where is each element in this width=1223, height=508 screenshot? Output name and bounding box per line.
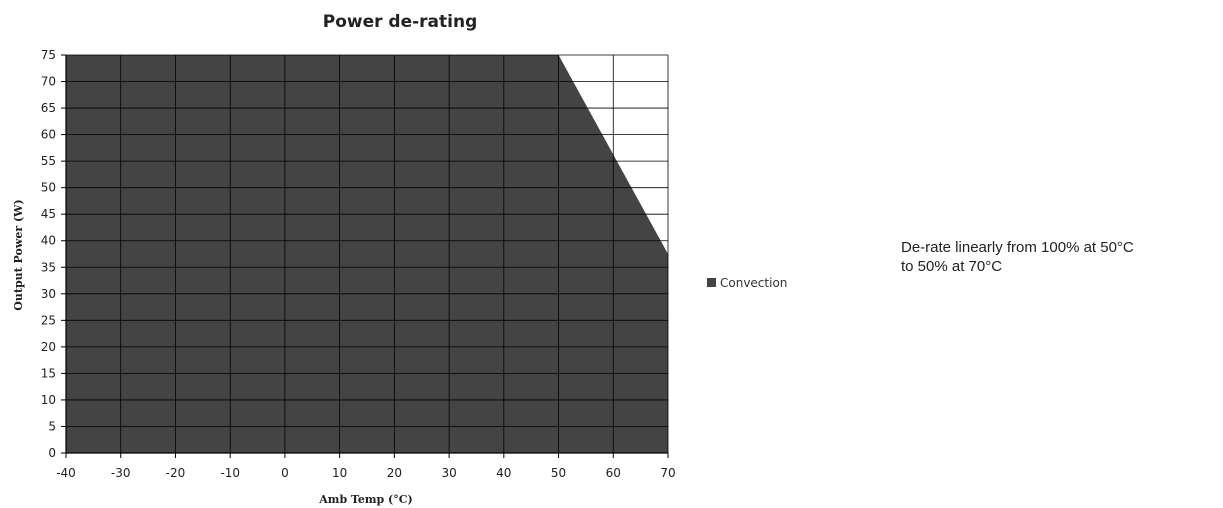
y-tick-label: 25 [41, 313, 56, 327]
y-tick-label: 5 [48, 419, 56, 433]
y-tick-label: 30 [41, 287, 56, 301]
y-tick-label: 70 [41, 75, 56, 89]
legend-label-convection: Convection [720, 276, 787, 290]
x-tick-label: 10 [332, 466, 347, 480]
x-tick-label: -40 [56, 466, 76, 480]
x-axis-ticks: -40 -30 -20 -10 0 10 20 30 40 50 60 70 [56, 453, 676, 480]
y-tick-label: 15 [41, 366, 56, 380]
x-tick-label: 20 [387, 466, 402, 480]
y-tick-label: 0 [48, 446, 56, 460]
y-tick-label: 40 [41, 234, 56, 248]
chart-title: Power de-rating [323, 12, 478, 32]
y-tick-label: 45 [41, 207, 56, 221]
area-convection [66, 55, 668, 453]
x-tick-label: 70 [660, 466, 675, 480]
y-axis-ticks: 0 5 10 15 20 25 30 35 40 45 50 55 60 65 70 75 [41, 48, 66, 460]
legend: Convection [707, 276, 787, 290]
derating-note-line-1: De-rate linearly from 100% at 50°C [901, 239, 1134, 256]
y-tick-label: 10 [41, 393, 56, 407]
x-tick-label: -20 [166, 466, 186, 480]
derating-note-line-2: to 50% at 70°C [901, 258, 1003, 275]
y-tick-label: 20 [41, 340, 56, 354]
derating-note: De-rate linearly from 100% at 50°C to 50… [901, 238, 1221, 276]
x-axis-title: Amb Temp (°C) [318, 493, 412, 506]
y-tick-label: 55 [41, 154, 56, 168]
y-tick-label: 65 [41, 101, 56, 115]
y-tick-label: 35 [41, 260, 56, 274]
x-tick-label: -30 [111, 466, 131, 480]
y-tick-label: 60 [41, 128, 56, 142]
legend-swatch-convection [707, 278, 716, 287]
y-axis-title: Output Power (W) [12, 199, 25, 310]
x-tick-label: 50 [551, 466, 566, 480]
plot-area [66, 55, 668, 453]
x-tick-label: 40 [496, 466, 511, 480]
x-tick-label: -10 [220, 466, 240, 480]
y-tick-label: 50 [41, 181, 56, 195]
x-tick-label: 60 [606, 466, 621, 480]
x-tick-label: 0 [281, 466, 289, 480]
y-tick-label: 75 [41, 48, 56, 62]
x-tick-label: 30 [441, 466, 456, 480]
grid-lines [65, 54, 669, 454]
